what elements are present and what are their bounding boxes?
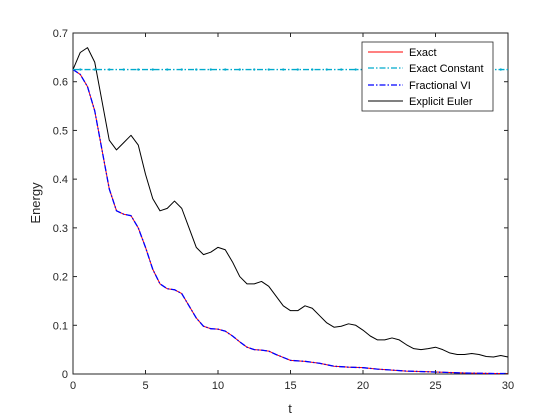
- y-tick-label: 0.1: [53, 320, 68, 332]
- x-axis-label: t: [288, 401, 292, 416]
- series-line-fractional-vi: [72, 69, 508, 375]
- legend-label-exact: Exact: [409, 47, 437, 59]
- series-marker-exact-constant: [267, 68, 270, 71]
- series-marker-exact-constant: [151, 68, 154, 71]
- series-marker-exact-constant: [79, 68, 82, 71]
- series-marker-exact-constant: [311, 68, 314, 71]
- series-marker-exact-constant: [253, 68, 256, 71]
- x-tick-label: 15: [284, 380, 296, 392]
- series-marker-exact-constant: [180, 68, 183, 71]
- series-marker-exact-constant: [122, 68, 125, 71]
- legend-box: [361, 41, 494, 112]
- series-layer: [72, 47, 509, 375]
- x-tick-label: 30: [502, 380, 514, 392]
- y-tick-label: 0.3: [53, 223, 68, 235]
- y-axis-label: Energy: [28, 182, 43, 224]
- legend-label-fractional-vi: Fractional VI: [409, 80, 471, 92]
- y-tick-label: 0.5: [53, 125, 68, 137]
- series-marker-exact-constant: [137, 68, 140, 71]
- series-marker-exact-constant: [238, 68, 241, 71]
- series-marker-exact-constant: [224, 68, 227, 71]
- y-tick-label: 0.4: [53, 174, 68, 186]
- y-tick-label: 0.2: [53, 272, 68, 284]
- x-tick-label: 0: [70, 380, 76, 392]
- x-tick-label: 5: [142, 380, 148, 392]
- series-marker-exact-constant: [209, 68, 212, 71]
- series-marker-exact-constant: [325, 68, 328, 71]
- legend-label-explicit-euler: Explicit Euler: [409, 96, 473, 108]
- series-marker-exact-constant: [354, 68, 357, 71]
- series-marker-exact-constant: [166, 68, 169, 71]
- series-line-explicit-euler: [72, 47, 509, 358]
- series-marker-exact-constant: [108, 68, 111, 71]
- series-marker-exact-constant: [499, 68, 502, 71]
- y-tick-label: 0: [62, 369, 68, 381]
- x-tick-label: 20: [357, 380, 369, 392]
- series-marker-exact-constant: [282, 68, 285, 71]
- series-marker-exact-constant: [296, 68, 299, 71]
- series-marker-exact-constant: [93, 68, 96, 71]
- legend-label-exact-constant: Exact Constant: [409, 63, 484, 75]
- tick-layer: 0 5 10 15 20 25 30 0 0.1 0.2 0.3 0.4 0.5 0.6 0.7: [53, 28, 514, 392]
- x-tick-label: 10: [212, 380, 224, 392]
- legend: Exact Exact Constant Fractional VI Expli…: [361, 41, 494, 112]
- x-tick-label: 25: [429, 380, 441, 392]
- series-marker-exact-constant: [195, 68, 198, 71]
- y-tick-label: 0.7: [53, 28, 68, 40]
- series-marker-exact-constant: [340, 68, 343, 71]
- y-tick-label: 0.6: [53, 77, 68, 89]
